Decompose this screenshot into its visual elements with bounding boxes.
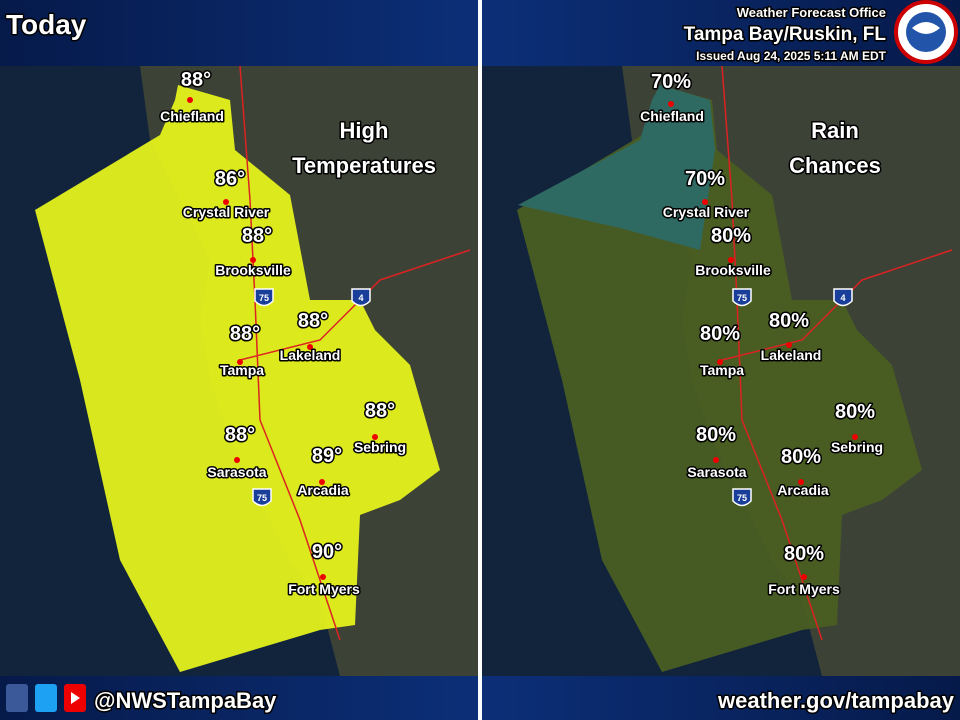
city-value: 80% bbox=[781, 446, 821, 468]
city-value: 88° bbox=[365, 400, 395, 422]
city-value: 88° bbox=[298, 310, 328, 332]
forecast-area-low bbox=[518, 85, 715, 250]
city-name: Sebring bbox=[354, 439, 406, 455]
social-icons bbox=[6, 684, 86, 712]
shield-number: 4 bbox=[358, 293, 363, 303]
city-name: Crystal River bbox=[663, 204, 750, 220]
shield-number: 75 bbox=[737, 293, 747, 303]
interstate-shield bbox=[732, 488, 752, 507]
city-name: Crystal River bbox=[183, 204, 270, 220]
city-dot bbox=[852, 434, 858, 440]
city-dot bbox=[717, 359, 723, 365]
panel-title: High bbox=[340, 118, 389, 143]
city-value: 70% bbox=[685, 168, 725, 190]
city-value: 88° bbox=[225, 424, 255, 446]
city-value: 80% bbox=[835, 401, 875, 423]
header-title: Today bbox=[6, 9, 87, 40]
city-value: 80% bbox=[711, 225, 751, 247]
city-value: 70% bbox=[651, 71, 691, 93]
city-value: 80% bbox=[700, 323, 740, 345]
forecast-area bbox=[35, 85, 440, 672]
city-dot bbox=[237, 359, 243, 365]
city-dot bbox=[223, 199, 229, 205]
handle[interactable]: @NWSTampaBay bbox=[93, 687, 279, 715]
city-dot bbox=[320, 574, 326, 580]
city-name: Arcadia bbox=[777, 482, 829, 498]
city-dot bbox=[187, 97, 193, 103]
location: Tampa Bay/Ruskin, FL bbox=[684, 24, 887, 45]
city-dot bbox=[728, 257, 734, 263]
city-dot bbox=[250, 257, 256, 263]
city-value: 80% bbox=[696, 424, 736, 446]
city-name: Brooksville bbox=[215, 262, 291, 278]
city-value: 80% bbox=[784, 543, 824, 565]
office: Weather Forecast Office bbox=[737, 5, 886, 20]
city-value: 88° bbox=[230, 323, 260, 345]
interstate-shield bbox=[833, 288, 853, 307]
city-dot bbox=[372, 434, 378, 440]
shield-number: 4 bbox=[840, 293, 845, 303]
city-value: 90° bbox=[312, 541, 342, 563]
city-value: 80% bbox=[769, 310, 809, 332]
panel-title: Chances bbox=[789, 153, 881, 178]
city-dot bbox=[702, 199, 708, 205]
forecast-area bbox=[517, 85, 922, 672]
city-name: Chiefland bbox=[640, 108, 704, 124]
city-name: Tampa bbox=[220, 362, 264, 378]
panel-title: Rain bbox=[811, 118, 859, 143]
interstate-shield bbox=[732, 288, 752, 307]
interstate-shield bbox=[254, 288, 274, 307]
shield-number: 75 bbox=[737, 493, 747, 503]
city-name: Sarasota bbox=[687, 464, 746, 480]
city-value: 88° bbox=[242, 225, 272, 247]
shield-number: 75 bbox=[259, 293, 269, 303]
city-dot bbox=[801, 574, 807, 580]
city-value: 88° bbox=[181, 69, 211, 91]
city-name: Sarasota bbox=[207, 464, 266, 480]
divider bbox=[478, 0, 482, 720]
city-name: Tampa bbox=[700, 362, 744, 378]
city-name: Arcadia bbox=[297, 482, 349, 498]
interstate-shield bbox=[252, 488, 272, 507]
city-value: 89° bbox=[312, 445, 342, 467]
interstate-shield bbox=[351, 288, 371, 307]
city-dot bbox=[786, 342, 792, 348]
city-name: Lakeland bbox=[280, 347, 341, 363]
city-value: 86° bbox=[215, 168, 245, 190]
city-dot bbox=[668, 101, 674, 107]
city-name: Brooksville bbox=[695, 262, 771, 278]
issued: Issued Aug 24, 2025 5:11 AM EDT bbox=[696, 49, 887, 63]
roads bbox=[239, 65, 471, 641]
city-dot bbox=[713, 457, 719, 463]
city-dot bbox=[234, 457, 240, 463]
city-dot bbox=[307, 344, 313, 350]
roads bbox=[721, 65, 953, 641]
city-name: Sebring bbox=[831, 439, 883, 455]
city-name: Fort Myers bbox=[288, 581, 360, 597]
city-name: Fort Myers bbox=[768, 581, 840, 597]
nws-logo bbox=[894, 0, 958, 64]
website[interactable]: weather.gov/tampabay bbox=[716, 687, 957, 715]
shield-number: 75 bbox=[257, 493, 267, 503]
city-name: Lakeland bbox=[761, 347, 822, 363]
city-name: Chiefland bbox=[160, 108, 224, 124]
city-dot bbox=[319, 479, 325, 485]
city-dot bbox=[798, 479, 804, 485]
panel-title: Temperatures bbox=[292, 153, 436, 178]
